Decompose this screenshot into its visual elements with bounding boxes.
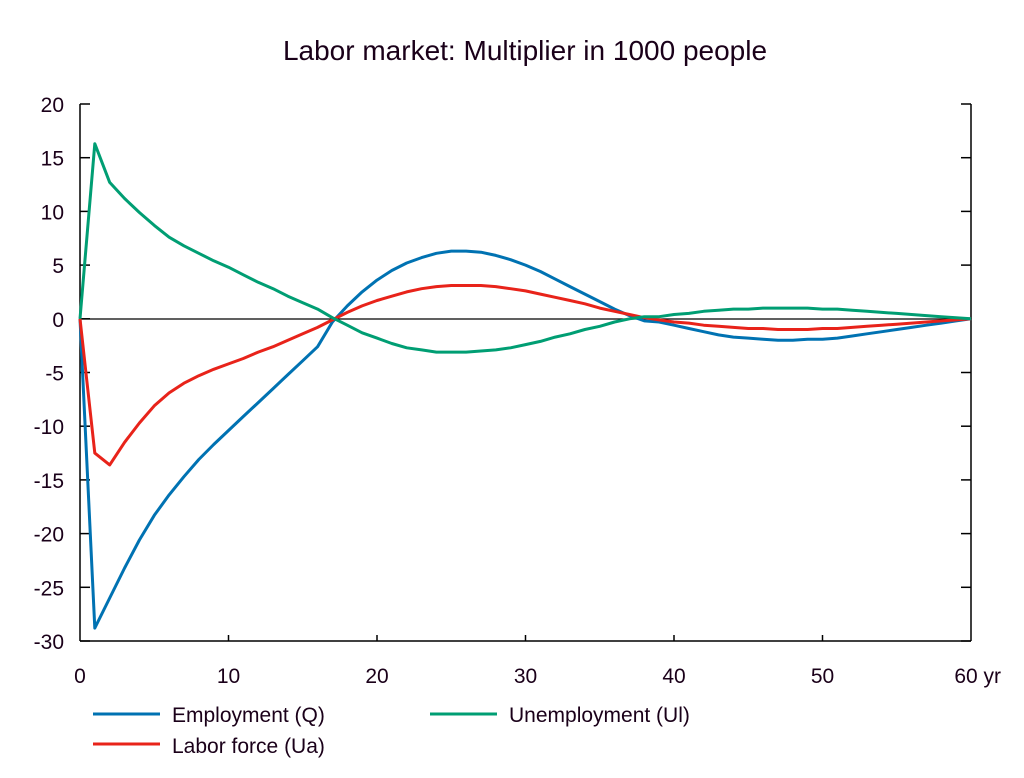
y-tick-label: 10 <box>41 201 64 224</box>
y-tick-label: 20 <box>41 94 64 117</box>
legend-label-labor-force: Labor force (Ua) <box>172 735 325 758</box>
y-tick-label: -5 <box>45 363 64 386</box>
chart-title: Labor market: Multiplier in 1000 people <box>283 35 767 66</box>
y-tick-label: 15 <box>41 148 64 171</box>
series-line-unemployment-ul <box>78 142 972 354</box>
y-tick-label: -20 <box>34 524 64 547</box>
x-tick-label: 10 <box>217 665 240 688</box>
legend-item-unemployment: Unemployment (Ul) <box>430 704 690 727</box>
legend: Employment (Q) Unemployment (Ul) Labor f… <box>93 704 690 758</box>
legend-label-employment: Employment (Q) <box>172 704 325 727</box>
y-tick-label: 5 <box>52 255 64 278</box>
y-tick-label: -15 <box>34 470 64 493</box>
y-tick-label: -25 <box>34 577 64 600</box>
x-tick-label: 50 <box>811 665 834 688</box>
x-tick-label: 20 <box>365 665 388 688</box>
x-tick-label: 30 <box>514 665 537 688</box>
x-tick-label: 0 <box>74 665 86 688</box>
y-tick-label: 0 <box>52 309 64 332</box>
y-ticks: 20 15 10 5 0 -5 -10 -15 -20 -25 -30 <box>34 94 971 654</box>
x-tick-label: 60 yr <box>954 665 1001 688</box>
legend-label-unemployment: Unemployment (Ul) <box>509 704 690 727</box>
y-tick-label: -30 <box>34 631 64 654</box>
series-lines <box>78 142 972 630</box>
x-ticks: 0 10 20 30 40 50 60 yr <box>74 635 1001 688</box>
y-tick-label: -10 <box>34 416 64 439</box>
series-line-employment-q <box>78 249 972 630</box>
x-tick-label: 40 <box>662 665 685 688</box>
legend-item-labor-force: Labor force (Ua) <box>93 735 325 758</box>
legend-item-employment: Employment (Q) <box>93 704 325 727</box>
series-line-labor-force-ua <box>78 284 972 467</box>
